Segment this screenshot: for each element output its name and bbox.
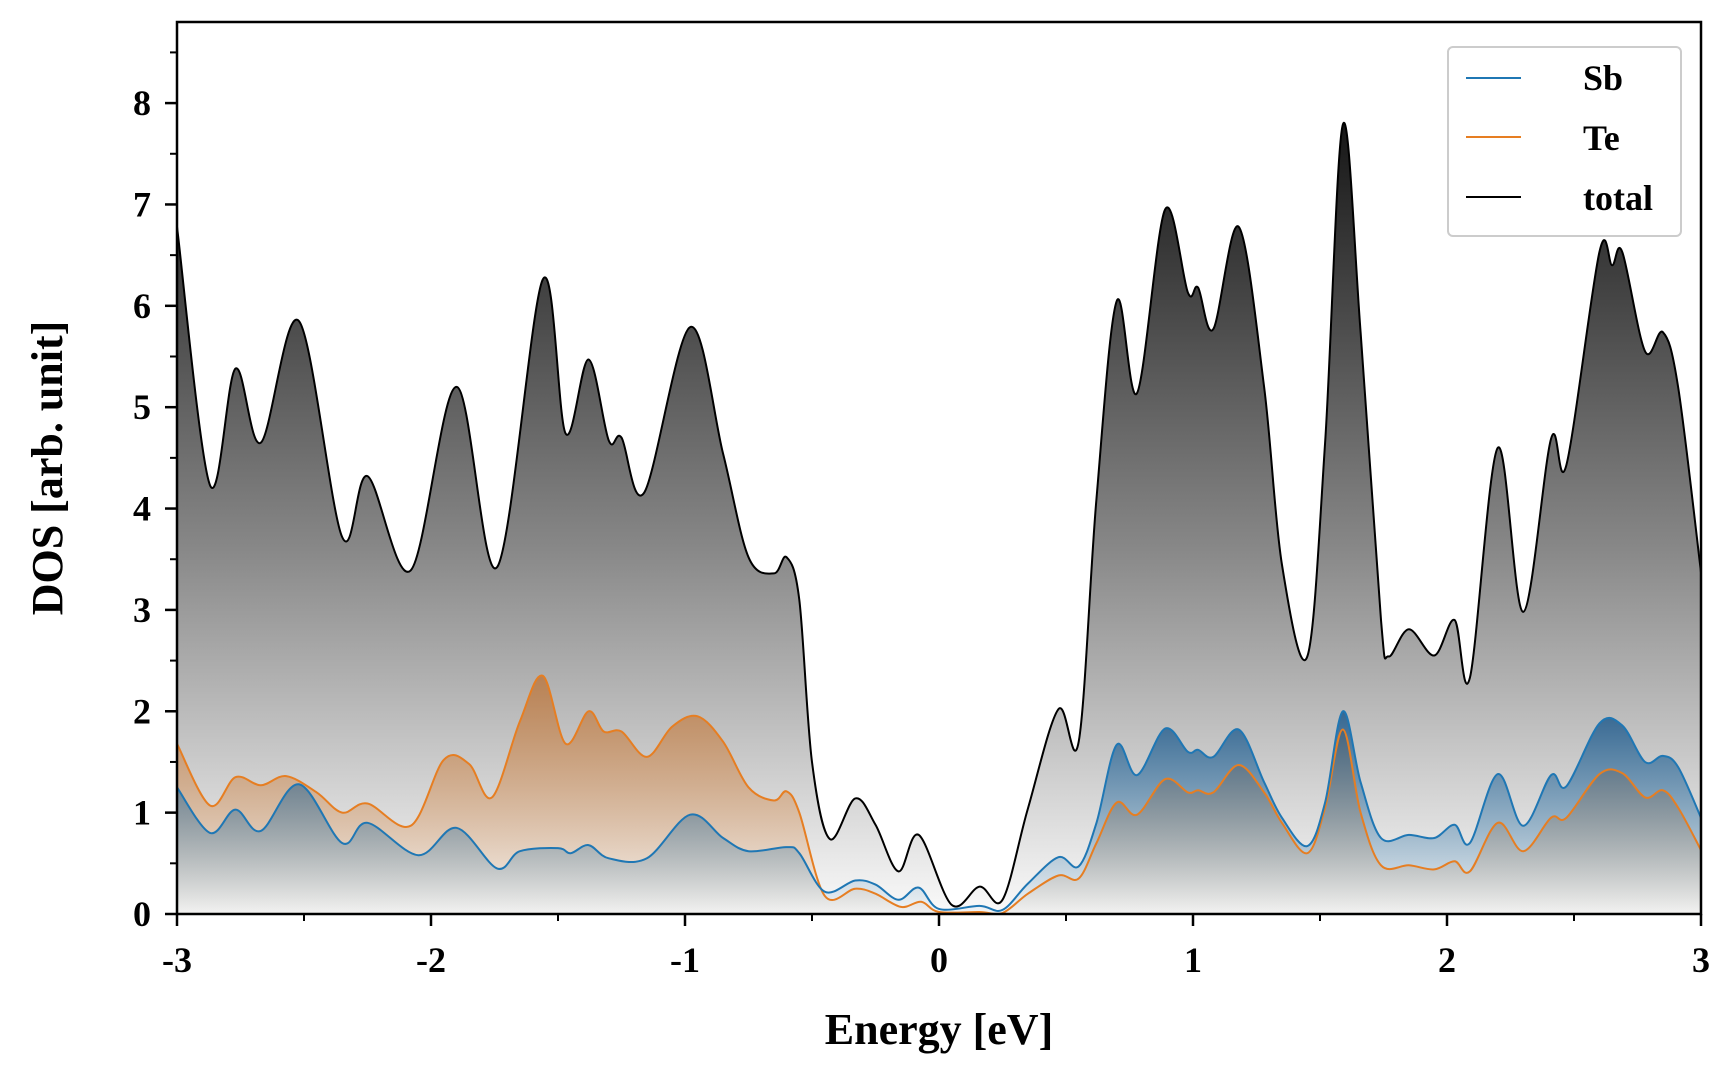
area-fill-total — [177, 122, 1701, 914]
y-axis-label: DOS [arb. unit] — [23, 321, 72, 616]
area-fill-sb — [177, 711, 1701, 914]
x-tick-label: -1 — [670, 940, 700, 980]
legend-box — [1447, 46, 1682, 237]
y-tick-label: 6 — [133, 286, 151, 326]
y-tick-label: 2 — [133, 691, 151, 731]
legend: Sb Te total — [1447, 46, 1682, 237]
y-tick-label: 1 — [133, 793, 151, 833]
x-tick-label: -3 — [162, 940, 192, 980]
y-tick-label: 8 — [133, 83, 151, 123]
y-tick-label: 7 — [133, 184, 151, 224]
y-tick-label: 4 — [133, 489, 151, 529]
x-tick-label: 3 — [1692, 940, 1710, 980]
x-axis-label: Energy [eV] — [825, 1005, 1054, 1054]
y-tick-label: 0 — [133, 894, 151, 934]
x-tick-label: 2 — [1438, 940, 1456, 980]
x-tick-label: 1 — [1184, 940, 1202, 980]
legend-label-total: total — [1583, 178, 1653, 218]
series-line-total — [177, 121, 1701, 908]
x-tick-label: -2 — [416, 940, 446, 980]
legend-label-sb: Sb — [1583, 58, 1623, 98]
series-line-sb — [177, 710, 1701, 912]
x-tick-label: 0 — [930, 940, 948, 980]
legend-label-te: Te — [1583, 118, 1620, 158]
y-tick-label: 3 — [133, 590, 151, 630]
y-tick-label: 5 — [133, 387, 151, 427]
